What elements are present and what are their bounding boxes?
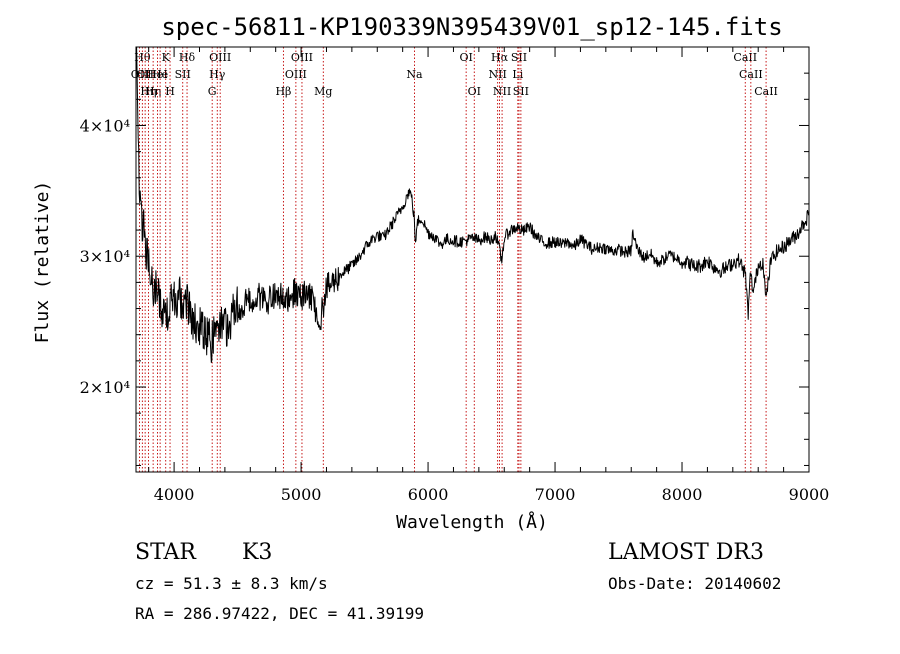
- line-marker-label: OIII: [209, 51, 231, 64]
- sky-coordinates: RA = 286.97422, DEC = 41.39199: [135, 604, 424, 623]
- line-marker-label: Hθ: [134, 51, 151, 64]
- y-tick-label: 2×10⁴: [80, 378, 130, 397]
- flux-curve-layer: [136, 46, 810, 363]
- line-marker-label: OI: [459, 51, 472, 64]
- x-tick-label: 4000: [154, 485, 195, 504]
- line-marker-label: CaII: [733, 51, 757, 64]
- object-class: STAR: [135, 540, 196, 565]
- line-marker-label: Hδ: [179, 51, 196, 64]
- line-marker-label: CaII: [754, 85, 778, 98]
- line-marker-label: Hη: [140, 85, 156, 98]
- line-marker-label: OIII: [285, 68, 307, 81]
- line-marker-label: Na: [406, 68, 423, 81]
- line-marker-label: Hβ: [275, 85, 291, 98]
- line-marker-label: Hη: [145, 85, 161, 98]
- survey-name: LAMOST DR3: [608, 540, 764, 565]
- y-tick-label: 3×10⁴: [80, 247, 130, 266]
- line-marker-label: G: [208, 85, 217, 98]
- line-marker-label: OII: [131, 68, 149, 81]
- x-tick-label: 5000: [281, 485, 322, 504]
- emission-line-markers: OIIHθOIIHηHηHeIHeKHSIIHδGHγOIIIHβOIIIOII…: [131, 47, 778, 472]
- line-marker-label: Hα: [491, 51, 509, 64]
- observation-date: Obs-Date: 20140602: [608, 574, 782, 593]
- line-marker-label: SII: [175, 68, 191, 81]
- line-marker-label: H: [165, 85, 175, 98]
- x-tick-label: 6000: [408, 485, 449, 504]
- y-tick-label: 4×10⁴: [80, 116, 130, 135]
- line-marker-label: Mg: [314, 85, 332, 98]
- y-axis-label: Flux (relative): [32, 181, 53, 344]
- redshift-velocity: cz = 51.3 ± 8.3 km/s: [135, 574, 328, 593]
- line-marker-label: HeI: [147, 68, 167, 81]
- line-marker-label: OIII: [291, 51, 313, 64]
- x-tick-label: 8000: [662, 485, 703, 504]
- line-marker-label: Li: [512, 68, 523, 81]
- line-marker-label: NII: [493, 85, 511, 98]
- x-tick-label: 7000: [535, 485, 576, 504]
- line-marker-label: OI: [468, 85, 481, 98]
- line-marker-label: CaII: [739, 68, 763, 81]
- plot-frame: [135, 46, 810, 473]
- line-marker-label: SII: [513, 85, 529, 98]
- line-marker-label: Hγ: [209, 68, 226, 81]
- x-axis-label: Wavelength (Å): [396, 511, 548, 533]
- object-subclass: K3: [242, 540, 273, 565]
- line-marker-label: NII: [488, 68, 506, 81]
- line-marker-label: K: [162, 51, 171, 64]
- x-tick-label: 9000: [789, 485, 830, 504]
- x-axis: 4000 5000 6000 7000 8000 9000: [148, 47, 830, 504]
- flux-curve: [136, 46, 810, 363]
- line-marker-label: He: [152, 68, 168, 81]
- chart-title: spec-56811-KP190339N395439V01_sp12-145.f…: [161, 13, 782, 41]
- line-marker-label: SII: [511, 51, 527, 64]
- y-axis: 2×10⁴ 3×10⁴ 4×10⁴: [80, 46, 809, 466]
- line-marker-label: OII: [136, 68, 154, 81]
